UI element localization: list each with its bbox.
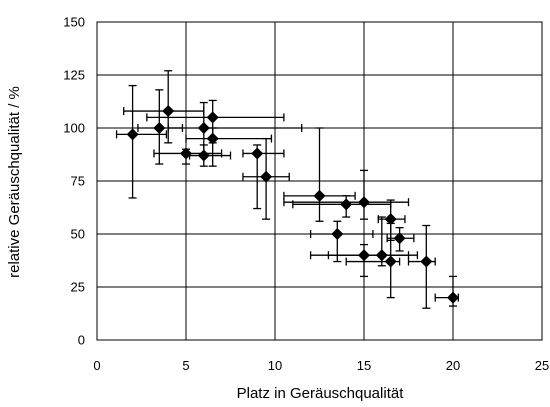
x-tick-label: 10	[268, 358, 282, 373]
data-point	[153, 122, 166, 134]
data-point	[358, 249, 370, 262]
y-axis-label: relative Geräuschqualität / %	[6, 86, 23, 278]
data-point	[206, 132, 219, 145]
error-bar	[327, 243, 410, 278]
data-point	[447, 291, 459, 304]
x-axis-label: Platz in Geräuschqualität	[237, 385, 405, 402]
x-tick-label: 0	[93, 358, 100, 373]
plot-frame	[96, 21, 543, 341]
x-tick-label: 20	[446, 358, 460, 373]
data-point	[420, 255, 433, 268]
y-tick-label: 125	[63, 68, 85, 83]
y-tick-label: 50	[71, 227, 85, 242]
data-point	[197, 149, 210, 162]
y-tick-label: 75	[71, 174, 85, 189]
data-point	[384, 255, 397, 268]
data-point	[358, 196, 370, 209]
plot-area-border	[96, 21, 543, 341]
y-tick-label: 25	[71, 280, 85, 295]
data-point	[197, 122, 210, 134]
y-tick-label: 0	[78, 333, 85, 348]
x-tick-label: 15	[357, 358, 371, 373]
data-point	[126, 128, 139, 141]
data-point	[251, 147, 264, 160]
error-bar	[115, 84, 168, 199]
error-bar	[292, 195, 392, 218]
data-point	[206, 111, 219, 124]
error-bar	[188, 144, 232, 167]
y-tick-label: 150	[63, 15, 85, 30]
data-point	[162, 105, 175, 118]
data-points	[126, 105, 459, 304]
data-point	[180, 147, 192, 160]
y-tick-label: 100	[63, 121, 85, 136]
data-point	[393, 232, 406, 245]
data-point	[331, 228, 344, 240]
error-bar	[185, 127, 273, 167]
data-point	[340, 198, 353, 211]
data-point	[375, 249, 388, 262]
data-point	[260, 170, 273, 183]
x-tick-label: 5	[182, 358, 189, 373]
data-point	[313, 189, 326, 202]
tick-labels: 0 5 10 15 20 25 0 25 50 75 100 125 150	[63, 15, 549, 374]
error-bar	[167, 101, 303, 155]
x-tick-label: 25	[535, 358, 549, 373]
data-point	[384, 213, 397, 226]
